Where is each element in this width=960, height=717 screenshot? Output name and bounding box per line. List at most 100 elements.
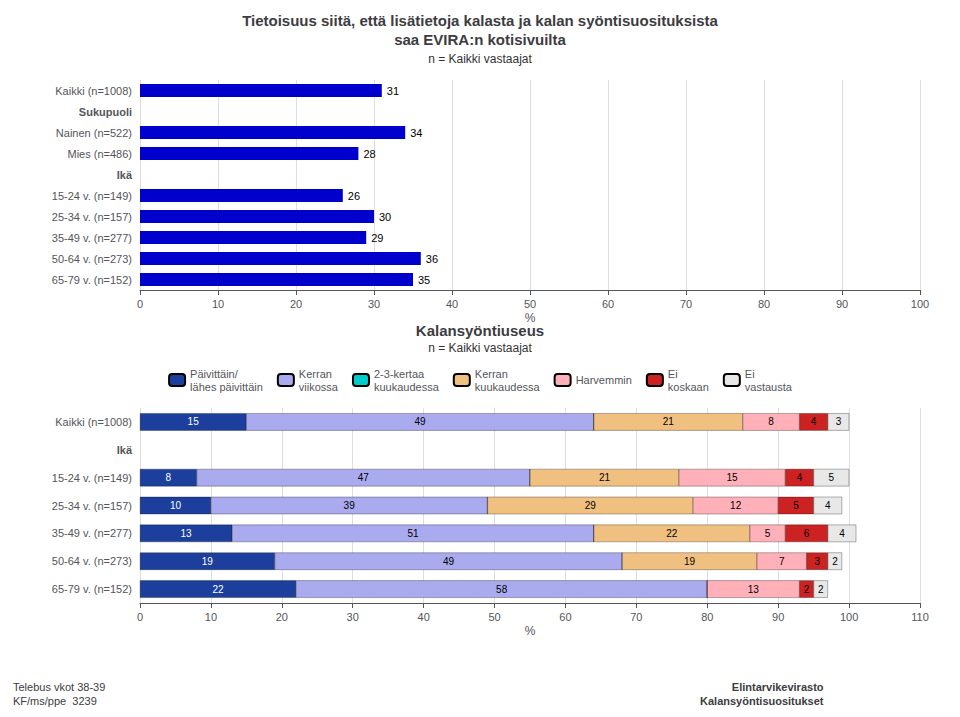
svg-text:5: 5 [793,500,799,511]
svg-text:20: 20 [290,298,302,310]
svg-text:8: 8 [166,472,172,483]
svg-text:4: 4 [797,472,803,483]
svg-text:Ikä: Ikä [117,444,133,456]
svg-text:Mies (n=486): Mies (n=486) [67,148,132,160]
svg-text:60: 60 [559,611,571,623]
svg-text:Kaikki (n=1008): Kaikki (n=1008) [55,85,132,97]
svg-text:10: 10 [205,611,217,623]
svg-text:viikossa: viikossa [299,381,339,393]
svg-text:50-64 v. (n=273): 50-64 v. (n=273) [52,555,132,567]
svg-text:40: 40 [446,298,458,310]
svg-text:21: 21 [599,472,611,483]
svg-text:30: 30 [379,211,391,223]
svg-text:3: 3 [814,556,820,567]
svg-text:Päivittäin/: Päivittäin/ [190,368,239,380]
svg-text:29: 29 [585,500,597,511]
svg-text:22: 22 [666,528,678,539]
svg-text:5: 5 [829,472,835,483]
svg-text:Nainen (n=522): Nainen (n=522) [56,127,132,139]
svg-text:KF/ms/ppe 3239: KF/ms/ppe 3239 [13,695,97,707]
svg-text:2: 2 [804,584,810,595]
svg-text:25-34 v. (n=157): 25-34 v. (n=157) [52,500,132,512]
svg-text:47: 47 [358,472,370,483]
svg-text:Kerran: Kerran [475,368,508,380]
svg-text:51: 51 [407,528,419,539]
svg-text:34: 34 [410,127,422,139]
svg-text:19: 19 [202,556,214,567]
svg-text:Sukupuoli: Sukupuoli [79,106,132,118]
svg-text:80: 80 [758,298,770,310]
svg-text:26: 26 [348,190,360,202]
svg-text:kuukaudessa: kuukaudessa [475,381,541,393]
svg-text:50: 50 [524,298,536,310]
svg-text:49: 49 [443,556,455,567]
svg-text:49: 49 [415,416,427,427]
svg-text:3: 3 [836,416,842,427]
svg-text:5: 5 [765,528,771,539]
svg-text:vastausta: vastausta [745,381,793,393]
svg-text:%: % [525,624,536,638]
svg-text:10: 10 [212,298,224,310]
svg-text:lähes päivittäin: lähes päivittäin [190,381,263,393]
svg-text:Tietoisuus siitä, että lisätie: Tietoisuus siitä, että lisätietoja kalas… [242,12,718,29]
svg-text:Harvemmin: Harvemmin [576,374,632,386]
svg-text:21: 21 [663,416,675,427]
svg-text:100: 100 [840,611,858,623]
svg-text:kuukaudessa: kuukaudessa [374,381,440,393]
svg-text:50: 50 [488,611,500,623]
svg-text:2-3-kertaa: 2-3-kertaa [374,368,425,380]
svg-text:28: 28 [363,148,375,160]
svg-text:Ei: Ei [745,368,755,380]
svg-text:0: 0 [137,611,143,623]
svg-text:35: 35 [418,274,430,286]
svg-text:0: 0 [137,298,143,310]
svg-text:Telebus vkot 38-39: Telebus vkot 38-39 [13,681,105,693]
svg-text:4: 4 [811,416,817,427]
svg-text:35-49 v. (n=277): 35-49 v. (n=277) [52,527,132,539]
svg-text:90: 90 [772,611,784,623]
svg-text:n = Kaikki vastaajat: n = Kaikki vastaajat [428,341,532,355]
svg-text:110: 110 [911,611,929,623]
svg-text:7: 7 [779,556,785,567]
svg-text:Ikä: Ikä [117,169,133,181]
svg-text:Kalansyöntiuseus: Kalansyöntiuseus [416,322,544,339]
svg-text:15-24 v. (n=149): 15-24 v. (n=149) [52,190,132,202]
svg-text:4: 4 [825,500,831,511]
svg-text:Elintarvikevirasto: Elintarvikevirasto [732,681,824,693]
svg-text:30: 30 [368,298,380,310]
svg-text:4: 4 [839,528,845,539]
svg-text:40: 40 [418,611,430,623]
svg-text:80: 80 [701,611,713,623]
svg-text:22: 22 [212,584,224,595]
svg-text:Kalansyöntisuositukset: Kalansyöntisuositukset [700,695,824,707]
svg-text:90: 90 [836,298,848,310]
svg-text:35-49 v. (n=277): 35-49 v. (n=277) [52,232,132,244]
svg-text:15: 15 [727,472,739,483]
svg-text:13: 13 [748,584,760,595]
svg-text:31: 31 [387,85,399,97]
svg-text:Ei: Ei [668,368,678,380]
svg-text:13: 13 [181,528,193,539]
svg-text:20: 20 [276,611,288,623]
svg-text:Kaikki (n=1008): Kaikki (n=1008) [55,416,132,428]
svg-text:65-79 v. (n=152): 65-79 v. (n=152) [52,583,132,595]
svg-text:2: 2 [818,584,824,595]
svg-text:39: 39 [344,500,356,511]
svg-text:6: 6 [804,528,810,539]
svg-text:Kerran: Kerran [299,368,332,380]
svg-text:30: 30 [347,611,359,623]
svg-text:70: 70 [630,611,642,623]
svg-text:50-64 v. (n=273): 50-64 v. (n=273) [52,253,132,265]
svg-text:koskaan: koskaan [668,381,709,393]
svg-text:2: 2 [832,556,838,567]
svg-text:60: 60 [602,298,614,310]
svg-text:n = Kaikki vastaajat: n = Kaikki vastaajat [428,52,532,66]
svg-text:19: 19 [684,556,696,567]
svg-text:70: 70 [680,298,692,310]
svg-text:10: 10 [170,500,182,511]
svg-text:12: 12 [730,500,742,511]
svg-text:58: 58 [496,584,508,595]
svg-text:saa EVIRA:n kotisivuilta: saa EVIRA:n kotisivuilta [394,31,566,48]
svg-text:36: 36 [426,253,438,265]
svg-text:8: 8 [768,416,774,427]
